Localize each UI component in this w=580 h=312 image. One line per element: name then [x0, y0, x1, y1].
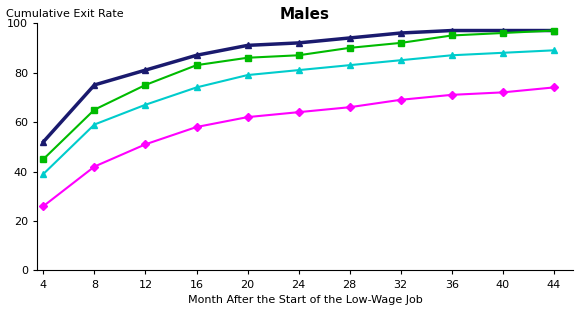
Text: Cumulative Exit Rate: Cumulative Exit Rate: [6, 9, 124, 19]
X-axis label: Month After the Start of the Low-Wage Job: Month After the Start of the Low-Wage Jo…: [188, 295, 422, 305]
Title: Males: Males: [280, 7, 330, 22]
